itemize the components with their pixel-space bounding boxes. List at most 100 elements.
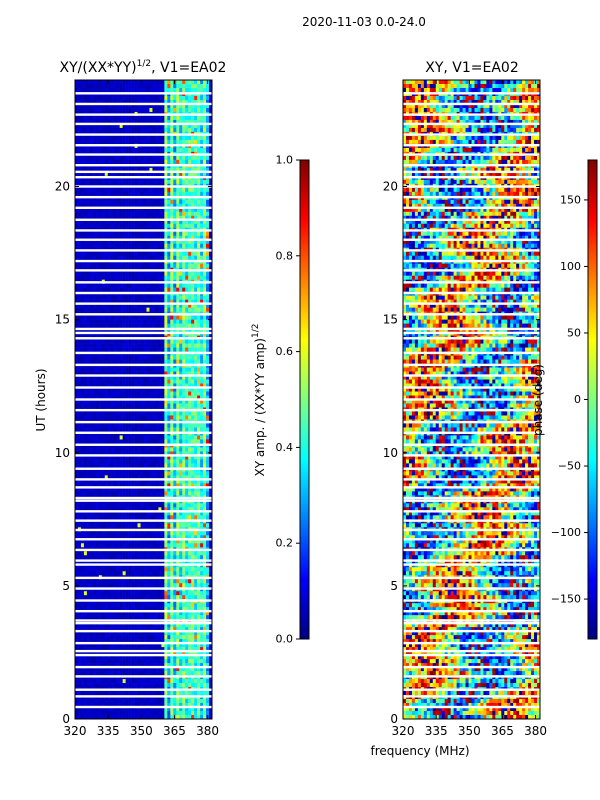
amplitude-cell [140, 367, 144, 372]
amplitude-cell [89, 123, 94, 129]
amplitude-cell [155, 491, 159, 496]
amplitude-cell [104, 355, 109, 360]
amplitude-cell [122, 303, 126, 308]
amplitude-cell [101, 239, 106, 245]
amplitude-cell [137, 455, 141, 460]
amplitude-cell [185, 299, 189, 304]
amplitude-cell [200, 127, 204, 133]
amplitude-cell [128, 155, 132, 161]
amplitude-cell [206, 187, 210, 193]
amplitude-cell [206, 295, 210, 300]
amplitude-cell [194, 171, 198, 177]
amplitude-cell [143, 243, 147, 249]
amplitude-cell [191, 339, 195, 344]
amplitude-cell [104, 491, 109, 496]
amplitude-cell [173, 399, 177, 404]
amplitude-cell [75, 463, 79, 468]
amplitude-cell [80, 391, 85, 396]
amplitude-cell [95, 147, 100, 153]
amplitude-cell [128, 95, 132, 101]
amplitude-cell [143, 239, 147, 245]
amplitude-cell [161, 275, 165, 280]
amplitude-cell [75, 275, 79, 280]
amplitude-cell [116, 483, 120, 488]
amplitude-cell [188, 283, 192, 288]
amplitude-cell [137, 319, 141, 324]
amplitude-cell [149, 99, 153, 105]
amplitude-cell [149, 355, 153, 360]
amplitude-cell [161, 427, 165, 432]
amplitude-cell [170, 379, 174, 384]
amplitude-cell [101, 427, 106, 432]
amplitude-cell [116, 179, 120, 185]
amplitude-cell [137, 159, 141, 165]
amplitude-cell [188, 243, 192, 249]
amplitude-cell [95, 287, 100, 292]
amplitude-cell [104, 487, 109, 492]
amplitude-cell [101, 199, 106, 205]
amplitude-cell [116, 171, 120, 177]
amplitude-cell [164, 339, 168, 344]
amplitude-cell [170, 251, 174, 257]
amplitude-cell [107, 167, 112, 173]
amplitude-cell [134, 123, 138, 129]
amplitude-cell [185, 95, 189, 101]
amplitude-cell [107, 427, 112, 432]
amplitude-cell [128, 479, 132, 484]
amplitude-cell [155, 479, 159, 484]
amplitude-cell [89, 203, 94, 209]
amplitude-cell [200, 451, 204, 456]
amplitude-cell [116, 343, 120, 348]
amplitude-cell [164, 435, 168, 440]
amplitude-cell [158, 303, 162, 308]
amplitude-cell [194, 299, 198, 304]
amplitude-cell [113, 211, 117, 217]
amplitude-cell [194, 187, 198, 193]
amplitude-cell [119, 359, 123, 364]
amplitude-cell [161, 415, 165, 420]
amplitude-cell [77, 299, 82, 304]
amplitude-cell [143, 315, 147, 320]
amplitude-cell [158, 387, 162, 392]
amplitude-cell [167, 463, 171, 468]
amplitude-cell [146, 323, 150, 328]
amplitude-cell [197, 315, 201, 320]
amplitude-cell [98, 159, 103, 165]
amplitude-cell [119, 355, 123, 360]
amplitude-cell [197, 347, 201, 352]
amplitude-cell [89, 107, 94, 113]
amplitude-cell [134, 107, 138, 113]
amplitude-cell [206, 479, 210, 484]
amplitude-cell [75, 155, 79, 161]
amplitude-cell [173, 387, 177, 392]
amplitude-cell [140, 271, 144, 276]
amplitude-cell [104, 479, 109, 484]
amplitude-cell [98, 319, 103, 324]
amplitude-cell [128, 395, 132, 400]
amplitude-cell [125, 83, 129, 89]
amplitude-cell [119, 375, 123, 380]
amplitude-cell [83, 251, 88, 257]
amplitude-cell [146, 411, 150, 416]
amplitude-cell [152, 339, 156, 344]
amplitude-cell [104, 367, 109, 372]
amplitude-cell [116, 447, 120, 452]
amplitude-cell [161, 219, 165, 225]
amplitude-cell [122, 447, 126, 452]
amplitude-cell [179, 383, 183, 388]
amplitude-cell [104, 471, 109, 476]
amplitude-cell [173, 107, 177, 113]
amplitude-cell [122, 463, 126, 468]
amplitude-cell [131, 123, 135, 129]
amplitude-cell [203, 371, 207, 376]
amplitude-cell [179, 231, 183, 237]
amplitude-cell [77, 283, 82, 288]
amplitude-cell [197, 147, 201, 153]
amplitude-cell [194, 211, 198, 217]
amplitude-cell [200, 115, 204, 121]
amplitude-cell [203, 427, 207, 432]
amplitude-cell [206, 107, 210, 113]
amplitude-cell [134, 439, 138, 444]
amplitude-cell [179, 219, 183, 225]
amplitude-cell [197, 343, 201, 348]
